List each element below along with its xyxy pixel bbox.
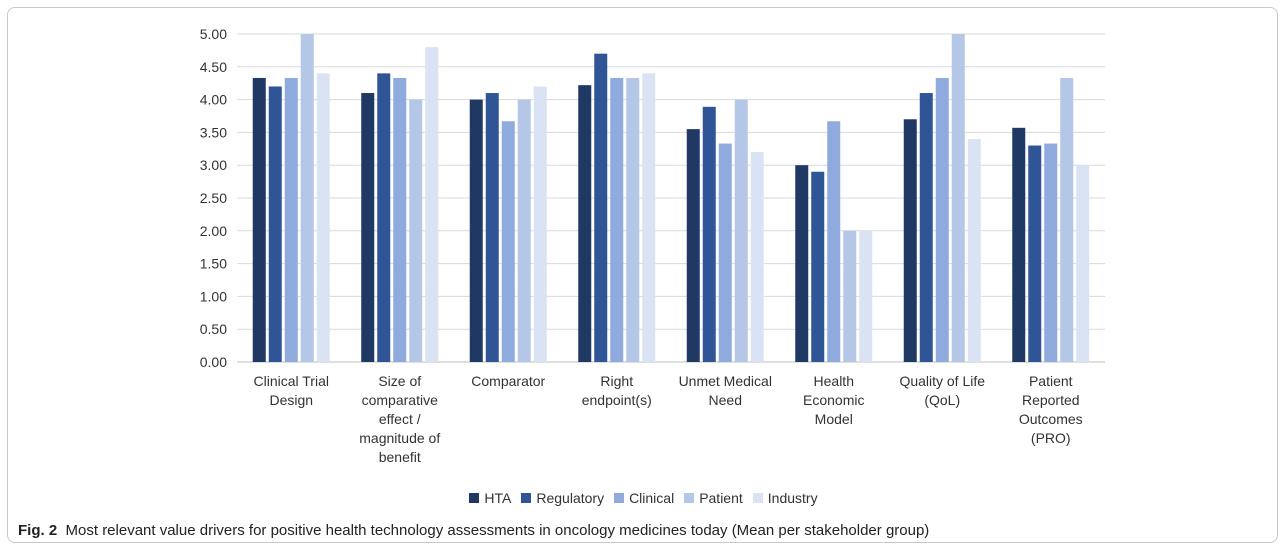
bar-patient <box>517 99 531 362</box>
bar-regulatory <box>377 73 391 363</box>
figure-frame <box>7 7 1278 543</box>
bar-industry <box>425 47 439 363</box>
bar-patient <box>951 34 965 362</box>
bar-hta <box>578 85 592 362</box>
bar-clinical <box>1044 143 1058 362</box>
bar-patient <box>626 77 640 363</box>
bar-industry <box>316 73 330 363</box>
bar-regulatory <box>919 93 933 362</box>
legend-swatch <box>752 493 763 503</box>
y-tick-label: 4.00 <box>200 92 227 108</box>
x-tick-label: Patient Reported Outcomes (PRO) <box>1018 373 1083 446</box>
bar-hta <box>252 77 266 363</box>
bar-clinical <box>393 77 407 363</box>
y-tick-label: 2.00 <box>200 223 227 239</box>
bar-hta <box>686 129 700 362</box>
y-tick-label: 1.00 <box>200 288 227 304</box>
legend-label: Patient <box>699 490 743 506</box>
x-tick-label: Comparator <box>471 373 546 389</box>
y-tick-label: 5.00 <box>200 26 227 42</box>
y-tick-label: 2.50 <box>200 190 227 206</box>
bar-clinical <box>610 77 624 363</box>
bar-hta <box>469 99 483 362</box>
bar-industry <box>642 73 656 363</box>
bar-patient <box>734 99 748 362</box>
bar-patient <box>409 99 423 362</box>
legend-label: Clinical <box>629 490 675 506</box>
legend-item: Regulatory <box>521 490 604 506</box>
bar-clinical <box>501 121 515 362</box>
y-tick-label: 4.50 <box>200 59 227 75</box>
bar-clinical <box>718 143 732 362</box>
legend-item: HTA <box>469 490 511 506</box>
bar-regulatory <box>594 53 608 363</box>
x-tick-label: Quality of Life (QoL) <box>899 373 986 408</box>
caption-label: Fig. 2 <box>18 522 58 539</box>
y-tick-label: 3.00 <box>200 157 227 173</box>
bar-regulatory <box>1028 145 1042 362</box>
x-tick-label: Unmet Medical Need <box>678 373 772 408</box>
bar-clinical <box>827 121 841 362</box>
bar-regulatory <box>268 86 282 362</box>
bar-patient <box>300 34 314 362</box>
bar-hta <box>1012 127 1026 362</box>
legend-label: HTA <box>484 490 512 506</box>
bar-clinical <box>935 77 949 363</box>
bar-patient <box>1060 77 1074 363</box>
legend-item: Patient <box>684 490 743 506</box>
caption-text: Most relevant value drivers for positive… <box>65 522 930 539</box>
x-tick-label: Right endpoint(s) <box>581 373 652 408</box>
y-tick-label: 0.00 <box>200 354 227 370</box>
x-tick-label: Clinical Trial Design <box>253 373 329 408</box>
bar-industry <box>1076 165 1090 362</box>
bar-industry <box>533 86 547 362</box>
legend-swatch <box>614 493 625 503</box>
legend-item: Industry <box>752 490 818 506</box>
bar-industry <box>967 138 981 362</box>
legend-swatch <box>684 493 695 503</box>
y-tick-label: 0.50 <box>200 321 227 337</box>
legend-swatch <box>521 493 532 503</box>
bar-industry <box>859 230 873 362</box>
x-tick-label: Health Economic Model <box>803 373 865 427</box>
figure-caption: Fig. 2 Most relevant value drivers for p… <box>18 522 929 539</box>
bar-industry <box>750 152 764 362</box>
bar-regulatory <box>702 106 716 362</box>
chart-legend: HTA Regulatory Clinical Patient Industry <box>0 490 1287 506</box>
x-tick-label: Size of comparative effect / magnitude o… <box>359 373 441 465</box>
bar-hta <box>795 165 809 362</box>
y-tick-label: 1.50 <box>200 256 227 272</box>
legend-item: Clinical <box>614 490 674 506</box>
legend-label: Regulatory <box>536 490 605 506</box>
y-tick-label: 3.50 <box>200 124 227 140</box>
bar-regulatory <box>811 171 825 362</box>
bar-regulatory <box>485 93 499 362</box>
legend-swatch <box>469 493 480 503</box>
legend-label: Industry <box>767 490 818 506</box>
bar-hta <box>361 93 375 362</box>
bar-patient <box>843 230 857 362</box>
bar-hta <box>903 119 917 362</box>
bar-clinical <box>284 77 298 363</box>
